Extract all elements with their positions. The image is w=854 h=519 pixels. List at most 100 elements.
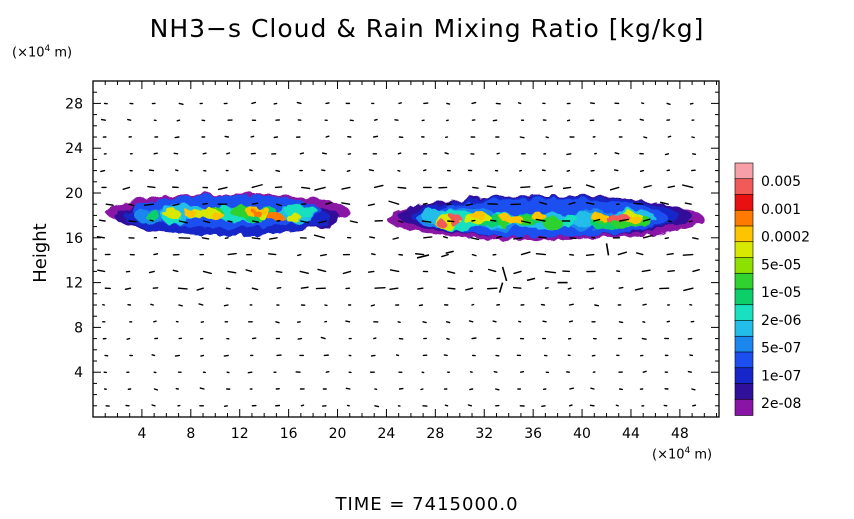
wind-vector <box>319 253 327 257</box>
chart-title: NH3−s Cloud & Rain Mixing Ratio [kg/kg] <box>149 14 705 43</box>
wind-vector <box>369 236 376 239</box>
x-tick-label: 32 <box>475 426 493 442</box>
wind-vector <box>128 203 135 207</box>
wind-vector <box>422 321 427 324</box>
x-tick-label: 20 <box>329 426 347 442</box>
wind-vector <box>149 219 154 222</box>
wind-vector <box>544 270 557 274</box>
wind-vector <box>569 387 575 390</box>
wind-vector <box>100 118 107 121</box>
colorbar-label: 0.0002 <box>761 230 810 246</box>
wind-vector <box>493 370 498 373</box>
y-tick-label: 12 <box>65 276 83 292</box>
wind-vector <box>519 136 525 139</box>
wind-vector <box>664 153 670 156</box>
colorbar-swatch <box>734 351 754 369</box>
wind-vector <box>97 269 106 273</box>
wind-vector <box>223 354 229 357</box>
wind-vector <box>202 270 212 275</box>
wind-vector <box>227 270 237 274</box>
wind-vector <box>178 102 184 106</box>
wind-vector <box>471 101 477 105</box>
wind-vector <box>126 337 131 340</box>
wind-vector <box>513 270 522 275</box>
y-tick-label: 4 <box>74 365 83 381</box>
wind-vector <box>100 169 106 173</box>
wind-vector <box>275 321 280 324</box>
wind-vector <box>585 253 595 256</box>
wind-vector <box>562 186 572 190</box>
wind-vector <box>446 337 450 340</box>
wind-vector <box>526 277 536 282</box>
wind-vector <box>467 404 473 407</box>
wind-vector <box>517 102 522 105</box>
wind-vector <box>535 218 546 222</box>
colorbar-swatch <box>734 320 754 338</box>
wind-vector <box>367 270 375 273</box>
y-tick-label: 28 <box>65 96 83 112</box>
wind-vector <box>568 303 574 306</box>
wind-vectors <box>96 101 700 408</box>
wind-vector <box>151 354 156 357</box>
wind-vector <box>397 220 404 223</box>
wind-vector <box>202 152 207 155</box>
wind-vector <box>472 186 479 189</box>
cloud-contour <box>163 209 181 219</box>
wind-vector <box>321 169 326 172</box>
wind-vector <box>634 287 644 291</box>
colorbar-swatch <box>734 241 754 259</box>
wind-vector <box>143 203 155 206</box>
wind-vector <box>317 268 327 273</box>
wind-vector <box>445 321 451 324</box>
cloud-layer-west <box>105 192 350 236</box>
colorbar: 0.005 0.001 0.0002 5e-05 1e-05 2e-06 5e-07 1e-0… <box>734 162 810 416</box>
colorbar-label: 5e-05 <box>761 257 801 273</box>
colorbar-label: 2e-08 <box>761 396 801 412</box>
wind-vector <box>96 236 106 239</box>
wind-vector <box>618 321 624 324</box>
wind-vector <box>501 266 508 282</box>
wind-vector <box>667 185 676 189</box>
wind-vector <box>447 287 456 290</box>
colorbar-swatch <box>734 162 754 180</box>
wind-vector <box>153 152 158 155</box>
colorbar-label: 0.001 <box>761 202 801 218</box>
y-tick-label: 24 <box>65 141 83 157</box>
wind-vector <box>325 135 330 138</box>
colorbar-swatch <box>734 194 754 212</box>
y-unit-label: (×104 m) <box>12 44 73 61</box>
wind-vector <box>442 236 449 239</box>
wind-vector <box>594 304 600 307</box>
wind-vector <box>172 269 179 273</box>
wind-vector <box>202 220 211 224</box>
wind-vector <box>297 253 302 257</box>
wind-vector <box>341 202 351 205</box>
wind-vector <box>226 152 231 155</box>
wind-vector <box>566 169 571 172</box>
cloud-contour <box>252 210 262 217</box>
wind-vector <box>174 354 181 357</box>
wind-vector <box>614 152 620 155</box>
wind-vector <box>641 269 651 273</box>
wind-vector <box>300 220 309 224</box>
wind-vector <box>664 237 670 240</box>
wind-vector <box>423 169 427 172</box>
wind-vector <box>224 135 230 138</box>
wind-vector <box>201 237 210 240</box>
wind-vector <box>275 203 282 207</box>
wind-vector <box>585 184 595 189</box>
wind-vector <box>320 336 326 340</box>
wind-vector <box>469 388 474 391</box>
cloud-contour <box>184 209 197 218</box>
y-tick-label: 20 <box>65 186 83 202</box>
wind-vector <box>178 304 183 307</box>
wind-vector <box>217 186 228 191</box>
wind-vector <box>200 354 205 357</box>
wind-vector <box>498 282 504 293</box>
cloud-contour <box>449 214 461 221</box>
wind-vector <box>513 237 523 240</box>
wind-vector <box>617 251 628 256</box>
wind-vector <box>127 118 132 121</box>
wind-vector <box>447 270 456 274</box>
wind-vector <box>666 320 671 323</box>
